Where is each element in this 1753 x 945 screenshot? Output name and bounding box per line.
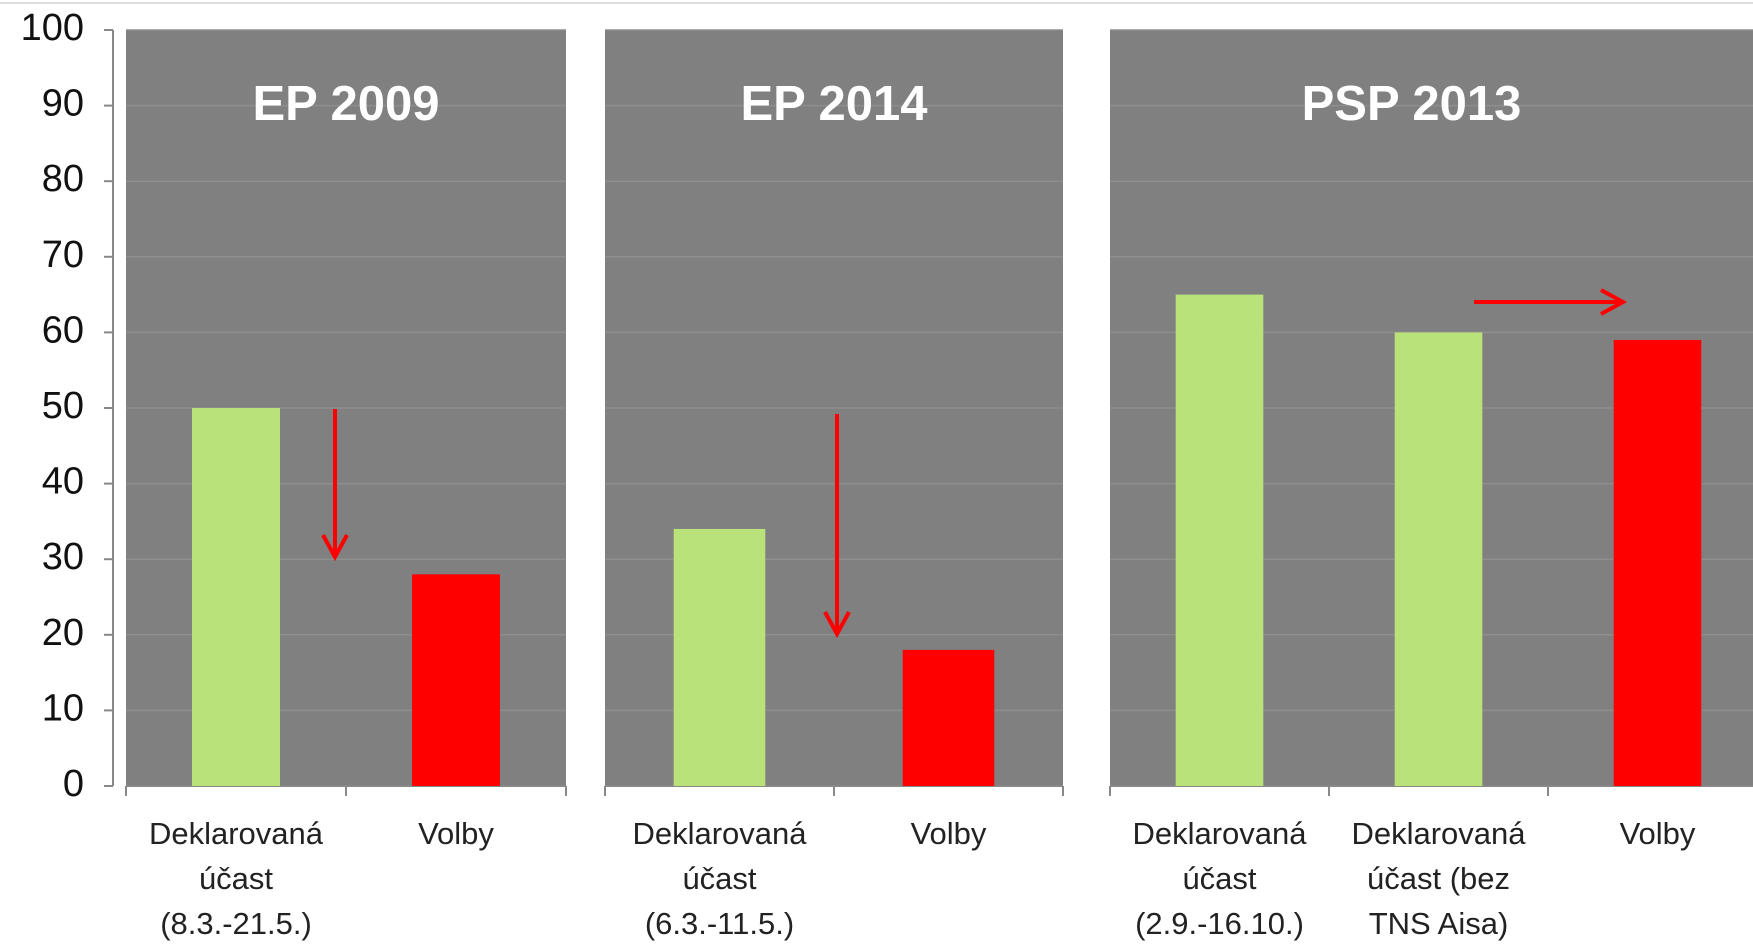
x-tick-label: Deklarovaná účast (2.9.-16.10.) bbox=[1132, 816, 1307, 941]
panel-title: PSP 2013 bbox=[1302, 77, 1522, 131]
bar bbox=[192, 408, 280, 786]
arrows bbox=[321, 288, 1628, 639]
y-tick-label: 10 bbox=[42, 687, 84, 729]
bar bbox=[673, 528, 766, 786]
x-tick-label: Volby bbox=[418, 816, 494, 851]
bar bbox=[1613, 339, 1702, 786]
y-tick-label: 80 bbox=[42, 158, 84, 200]
panel-title: EP 2014 bbox=[740, 77, 927, 131]
y-tick-label: 60 bbox=[42, 309, 84, 351]
y-tick-label: 20 bbox=[42, 612, 84, 654]
arrow-head bbox=[1600, 288, 1628, 316]
bar bbox=[1394, 332, 1483, 786]
y-tick-label: 50 bbox=[42, 385, 84, 427]
bar bbox=[1175, 294, 1264, 786]
x-tick-label: Deklarovaná účast (bez TNS Aisa) bbox=[1351, 816, 1526, 941]
y-tick-label: 70 bbox=[42, 234, 84, 276]
y-tick-label: 30 bbox=[42, 536, 84, 578]
x-tick-label: Deklarovaná účast (8.3.-21.5.) bbox=[148, 816, 324, 941]
panel-title: EP 2009 bbox=[252, 77, 439, 131]
y-tick-label: 90 bbox=[42, 83, 84, 125]
x-tick-label: Deklarovaná účast (6.3.-11.5.) bbox=[632, 816, 807, 941]
arrow-head bbox=[321, 534, 349, 562]
bar bbox=[902, 649, 995, 786]
y-tick-label: 100 bbox=[21, 7, 84, 49]
arrow-head bbox=[823, 611, 851, 639]
x-tick-label: Volby bbox=[1619, 816, 1696, 851]
y-tick-label: 40 bbox=[42, 461, 84, 503]
x-tick-label: Volby bbox=[910, 816, 987, 851]
bar bbox=[412, 574, 500, 786]
y-tick-label: 0 bbox=[63, 763, 84, 805]
